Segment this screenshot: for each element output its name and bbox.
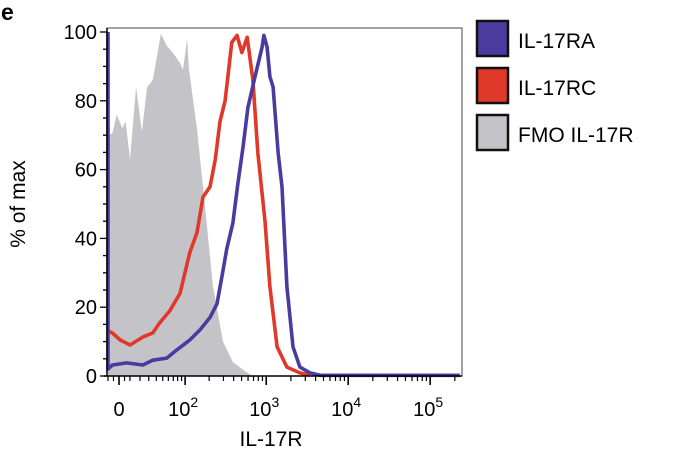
y-tick-label: 20 (75, 297, 97, 319)
x-axis-label: IL-17R (239, 428, 302, 451)
legend-swatch (475, 19, 510, 58)
x-tick-label: 102 (168, 394, 198, 421)
x-tick-label: 104 (331, 394, 361, 421)
y-tick-label: 80 (75, 91, 97, 113)
plot-area (106, 27, 463, 378)
legend: IL-17RA IL-17RC FMO IL-17R (475, 19, 634, 152)
y-axis: 0 20 40 60 80 100 (64, 22, 108, 388)
legend-swatch (475, 66, 510, 105)
series-il-17ra-line (106, 32, 460, 378)
x-tick-label: 0 (113, 399, 124, 421)
series-il-17rc-line (108, 33, 311, 378)
y-axis-label: % of max (7, 160, 30, 248)
x-axis: 0 102 103 104 105 (104, 375, 462, 421)
legend-label: FMO IL-17R (518, 124, 634, 147)
legend-label: IL-17RA (518, 30, 595, 53)
y-tick-label: 40 (75, 228, 97, 250)
y-tick-label: 0 (86, 366, 97, 388)
legend-label: IL-17RC (518, 77, 596, 100)
y-tick-label: 60 (75, 160, 97, 182)
panel-label: e (1, 0, 14, 25)
x-tick-label: 103 (249, 394, 279, 421)
y-tick-label: 100 (64, 22, 97, 44)
legend-swatch (475, 113, 510, 152)
x-tick-label: 105 (413, 394, 443, 421)
series-fmo-il-17r-area (108, 33, 253, 376)
